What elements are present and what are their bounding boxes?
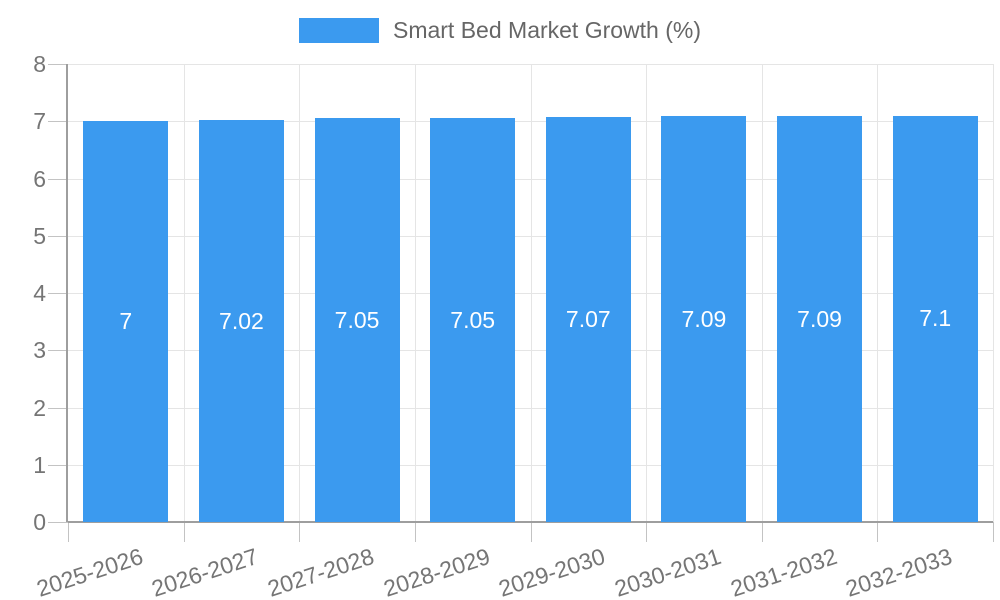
y-tick-label: 0 [33, 509, 46, 535]
x-tick-label: 2032-2033 [842, 543, 956, 600]
y-tick-label: 4 [33, 280, 46, 306]
x-axis-tick [530, 522, 532, 542]
bar-value-label: 7.05 [450, 306, 496, 333]
y-axis-tick [48, 407, 68, 409]
x-axis-tick [993, 522, 994, 542]
v-gridline [299, 64, 301, 522]
v-gridline [761, 64, 763, 522]
x-tick-label: 2029-2030 [495, 543, 609, 600]
legend-color-swatch [298, 18, 379, 43]
legend-item[interactable]: Smart Bed Market Growth (%) [298, 17, 702, 44]
x-axis-tick [414, 522, 416, 542]
x-axis-tick [183, 522, 185, 542]
y-axis-tick [48, 350, 68, 352]
x-axis-tick [761, 522, 763, 542]
y-tick-label: 1 [33, 451, 46, 478]
bar-value-label: 7 [119, 308, 133, 335]
y-axis-tick [48, 235, 68, 237]
bar-value-label: 7.09 [681, 305, 727, 332]
v-gridline [993, 64, 994, 522]
y-axis-tick [48, 293, 68, 294]
v-gridline [530, 64, 532, 522]
y-axis-tick [48, 464, 68, 466]
x-axis-tick [68, 522, 69, 542]
x-tick-label: 2026-2027 [148, 543, 262, 600]
x-axis-tick [299, 522, 301, 542]
bar[interactable]: 7.07 [545, 117, 631, 522]
x-tick-label: 2030-2031 [611, 543, 724, 600]
bar[interactable]: 7.05 [430, 118, 516, 522]
y-axis-tick [48, 64, 68, 65]
x-tick-label: 2028-2029 [380, 543, 493, 600]
bar-value-label: 7.1 [919, 305, 952, 332]
bar-value-label: 7.07 [565, 306, 611, 333]
bar[interactable]: 7.05 [314, 118, 400, 522]
v-gridline [414, 64, 416, 522]
bar[interactable]: 7.1 [892, 115, 978, 522]
legend: Smart Bed Market Growth (%) [0, 17, 1000, 44]
y-axis-tick [48, 178, 68, 180]
x-tick-label: 2031-2032 [726, 543, 840, 600]
y-axis-tick [48, 522, 68, 523]
bar[interactable]: 7.09 [777, 116, 863, 522]
bar-value-label: 7.02 [219, 307, 264, 334]
v-gridline [646, 64, 648, 522]
y-tick-label: 3 [33, 337, 46, 364]
x-axis-tick [877, 522, 879, 542]
v-gridline [183, 64, 185, 522]
bar[interactable]: 7.02 [198, 120, 284, 522]
bar[interactable]: 7 [83, 121, 169, 522]
y-tick-label: 8 [33, 51, 46, 77]
bar-value-label: 7.09 [797, 305, 842, 332]
y-tick-label: 6 [33, 165, 46, 192]
x-axis-line [68, 521, 993, 523]
y-tick-label: 2 [33, 394, 46, 421]
legend-label: Smart Bed Market Growth (%) [392, 17, 702, 43]
y-tick-label: 5 [33, 222, 46, 249]
x-tick-label: 2027-2028 [264, 543, 378, 600]
bar[interactable]: 7.09 [661, 116, 747, 522]
x-tick-label: 2025-2026 [33, 543, 146, 600]
bar-value-label: 7.05 [334, 306, 380, 333]
y-axis-line [66, 64, 68, 522]
x-axis-tick [646, 522, 648, 542]
y-axis-tick [48, 121, 68, 123]
v-gridline [877, 64, 879, 522]
y-tick-label: 7 [33, 108, 46, 135]
